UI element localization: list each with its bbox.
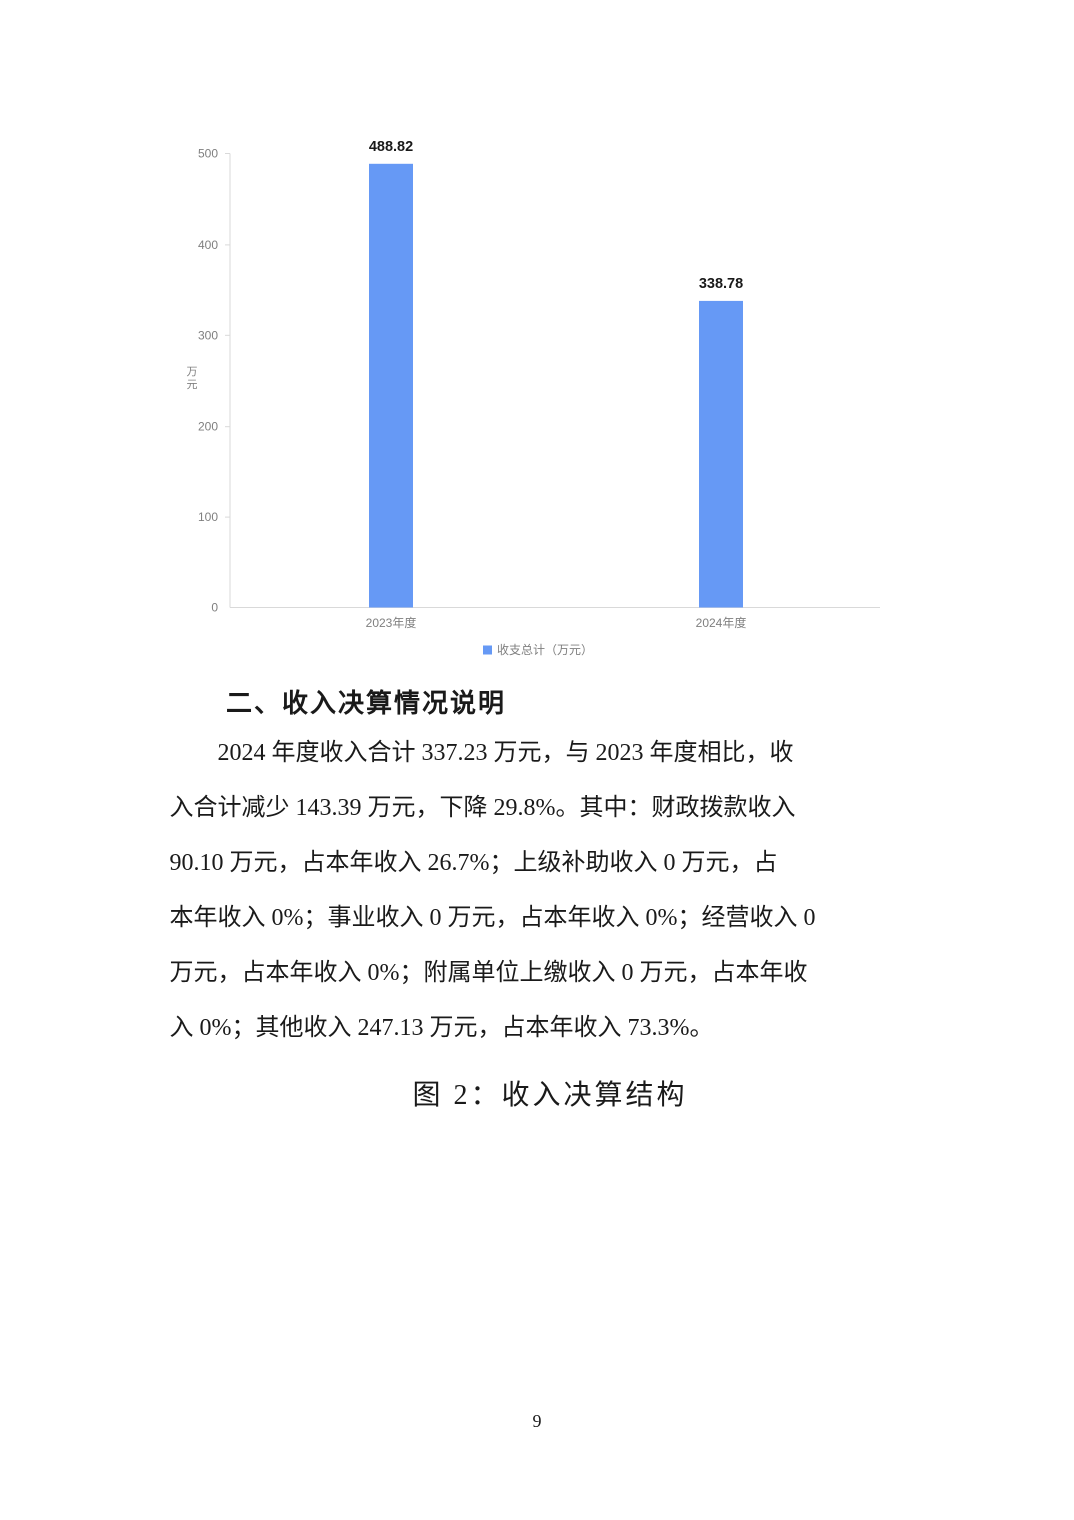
svg-text:488.82: 488.82 [369, 139, 413, 155]
svg-text:400: 400 [198, 238, 218, 252]
svg-text:338.78: 338.78 [699, 276, 743, 292]
svg-text:元: 元 [187, 379, 198, 391]
svg-text:万: 万 [187, 366, 198, 378]
svg-text:2024年度: 2024年度 [696, 615, 747, 630]
svg-text:500: 500 [198, 147, 218, 161]
svg-text:0: 0 [211, 601, 218, 615]
svg-text:100: 100 [198, 510, 218, 524]
svg-text:收支总计（万元）: 收支总计（万元） [497, 643, 593, 657]
svg-text:200: 200 [198, 420, 218, 434]
svg-text:300: 300 [198, 328, 218, 342]
svg-text:2023年度: 2023年度 [366, 615, 417, 630]
